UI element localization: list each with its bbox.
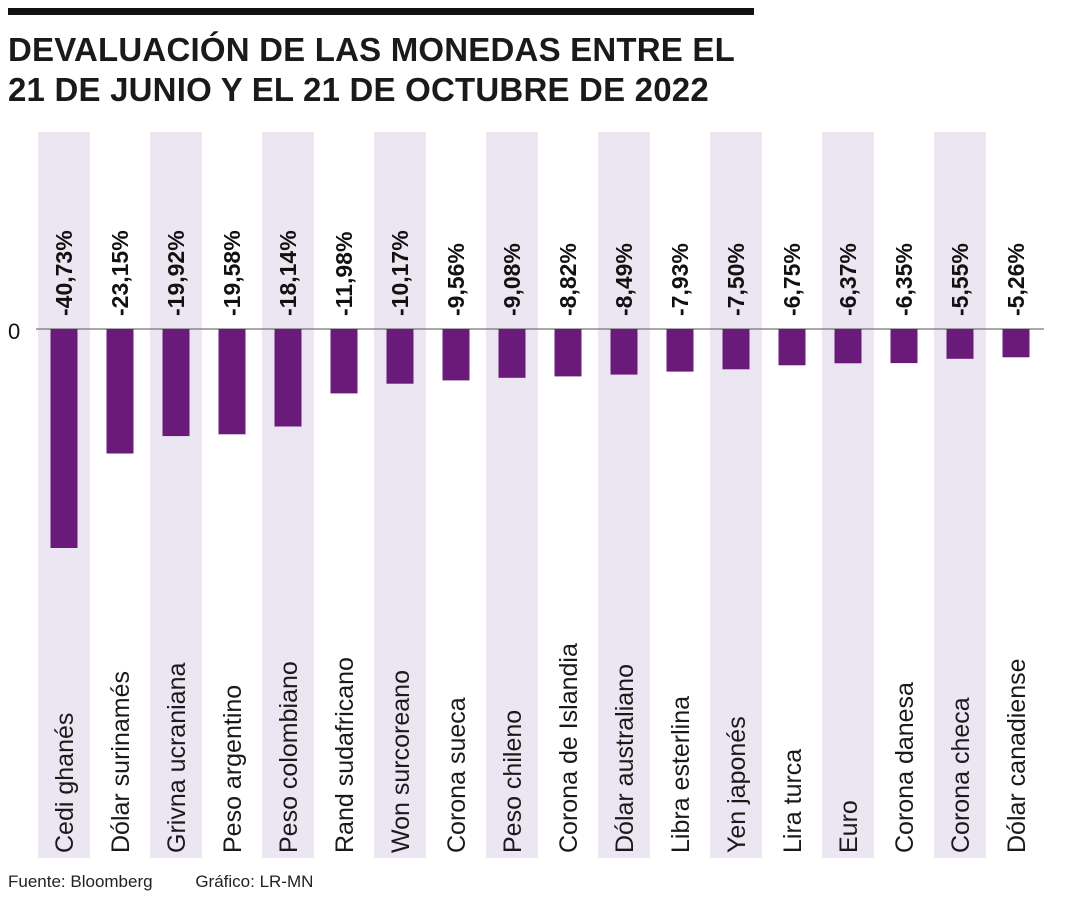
value-label: -8,49% — [611, 243, 637, 316]
highlight-band — [150, 132, 202, 858]
bar — [666, 329, 694, 372]
category-label: Corona checa — [947, 697, 975, 853]
value-label: -6,35% — [891, 243, 917, 316]
bar — [1002, 329, 1030, 358]
highlight-band — [710, 132, 762, 858]
value-label: -5,55% — [947, 243, 973, 316]
highlight-band — [934, 132, 986, 858]
value-label: -9,08% — [499, 243, 525, 316]
category-label: Corona de Islandia — [555, 643, 583, 853]
category-label: Euro — [835, 800, 863, 853]
category-label: Corona danesa — [891, 682, 919, 853]
value-label: -19,58% — [219, 230, 245, 316]
bar — [50, 329, 78, 548]
bar — [442, 329, 470, 381]
bar — [274, 329, 302, 427]
value-labels: -40,73% -23,15% -19,92% -19,58% -18,14% -11,9… — [51, 230, 1029, 316]
bar — [834, 329, 862, 364]
highlight-band — [262, 132, 314, 858]
chart-title: DEVALUACIÓN DE LAS MONEDAS ENTRE EL 21 D… — [8, 31, 735, 108]
highlight-band — [598, 132, 650, 858]
category-label: Rand sudafricano — [331, 657, 359, 853]
category-labels: Cedi ghanés Dólar surinamés Grivna ucrania… — [51, 643, 1031, 853]
credit-note: Gráfico: LR-MN — [195, 872, 314, 891]
category-label: Won surcoreano — [387, 670, 415, 853]
category-label: Corona sueca — [443, 697, 471, 853]
highlight-band — [374, 132, 426, 858]
category-label: Dólar surinamés — [107, 671, 135, 853]
value-label: -19,92% — [163, 230, 189, 316]
category-label: Libra esterlina — [667, 696, 695, 853]
category-label: Dólar australiano — [611, 664, 639, 853]
bar — [722, 329, 750, 370]
bars — [50, 329, 1030, 548]
value-label: -8,82% — [555, 243, 581, 316]
category-label: Peso argentino — [219, 685, 247, 853]
value-label: -10,17% — [387, 230, 413, 316]
category-label: Grivna ucraniana — [163, 663, 191, 853]
value-label: -7,93% — [667, 243, 693, 316]
value-label: -6,75% — [779, 243, 805, 316]
value-label: -6,37% — [835, 243, 861, 316]
bar — [778, 329, 806, 366]
highlight-bands — [38, 132, 986, 858]
bar — [218, 329, 246, 435]
value-label: -5,26% — [1003, 243, 1029, 316]
category-label: Yen japonés — [723, 716, 751, 853]
bar — [890, 329, 918, 364]
bar — [162, 329, 190, 437]
category-label: Peso chileno — [499, 710, 527, 853]
bar — [610, 329, 638, 375]
category-label: Peso colombiano — [275, 661, 303, 853]
category-label: Lira turca — [779, 749, 807, 853]
category-label: Dólar canadiense — [1003, 658, 1031, 853]
value-label: -23,15% — [107, 230, 133, 316]
title-rule — [8, 8, 754, 15]
value-label: -11,98% — [331, 232, 357, 316]
highlight-band — [486, 132, 538, 858]
value-label: -40,73% — [51, 230, 77, 316]
value-label: -9,56% — [443, 243, 469, 316]
value-label: -18,14% — [275, 230, 301, 316]
bar — [554, 329, 582, 377]
y-axis: 0 — [8, 319, 1044, 344]
bar — [386, 329, 414, 384]
bar — [330, 329, 358, 394]
category-label: Cedi ghanés — [51, 713, 79, 853]
value-label: -7,50% — [723, 243, 749, 316]
bar — [498, 329, 526, 378]
highlight-band — [822, 132, 874, 858]
y-tick-label: 0 — [8, 319, 20, 344]
bar — [946, 329, 974, 359]
bar — [106, 329, 134, 454]
source-note: Fuente: Bloomberg — [8, 872, 153, 891]
footer: Fuente: Bloomberg Gráfico: LR-MN — [8, 872, 313, 892]
